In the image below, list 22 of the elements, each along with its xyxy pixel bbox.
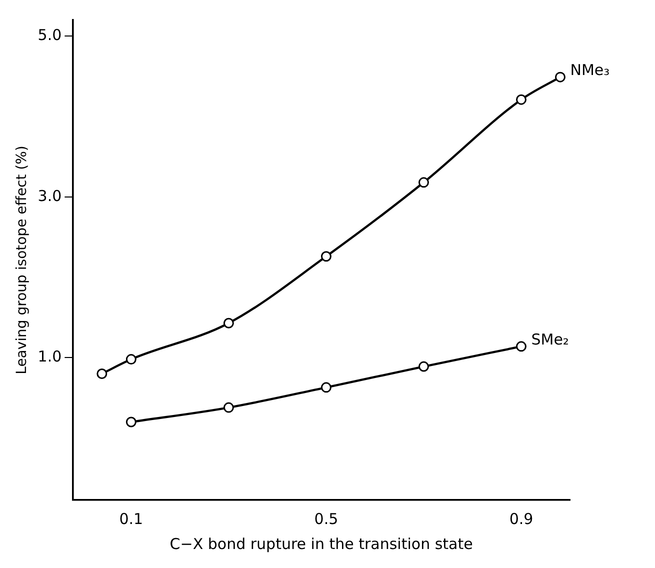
point xyxy=(96,368,108,380)
y-tick-label: 3.0 xyxy=(38,186,62,205)
point xyxy=(516,94,526,105)
x-tick-label: 0.9 xyxy=(509,510,534,528)
series-label: SMe₂ xyxy=(531,330,569,348)
series-label: NMe₃ xyxy=(570,60,610,79)
y-tick-label: 5.0 xyxy=(38,26,62,44)
point xyxy=(555,72,566,82)
point xyxy=(223,402,234,413)
point xyxy=(418,361,429,372)
point xyxy=(223,318,234,328)
point xyxy=(418,177,429,188)
point xyxy=(320,382,332,393)
x-tick-label: 0.5 xyxy=(314,510,338,528)
point xyxy=(516,341,526,352)
point xyxy=(320,251,332,262)
y-axis-title: Leaving group isotope effect (%) xyxy=(14,146,30,374)
y-tick-label: 1.0 xyxy=(38,348,62,366)
x-tick-label: 0.1 xyxy=(119,510,144,528)
x-axis-title: C−X bond rupture in the transition state xyxy=(170,534,473,553)
point xyxy=(126,416,136,428)
point xyxy=(126,354,136,365)
